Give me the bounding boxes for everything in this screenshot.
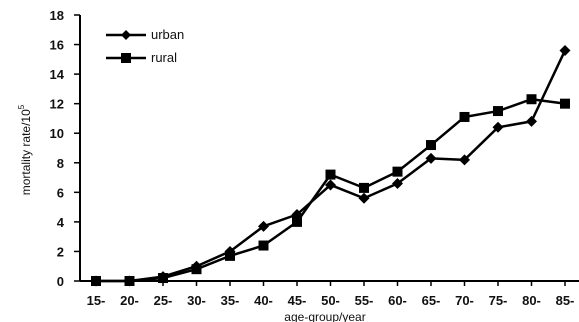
legend-item-rural: rural — [106, 50, 177, 65]
point-rural-9 — [392, 166, 403, 177]
point-rural-8 — [359, 182, 369, 193]
x-tick-label-11: 70- — [455, 293, 474, 308]
y-tick-label-9: 18 — [50, 8, 64, 23]
point-rural-10 — [426, 140, 436, 151]
point-rural-5 — [258, 240, 269, 251]
x-tick-label-3: 30- — [187, 293, 206, 308]
point-rural-7 — [325, 169, 336, 180]
legend-label-urban: urban — [151, 27, 184, 42]
legend-label-rural: rural — [151, 50, 177, 65]
point-rural-12 — [493, 106, 503, 117]
point-urban-13 — [526, 115, 537, 127]
point-urban-14 — [559, 44, 571, 56]
x-tick-label-10: 65- — [422, 293, 441, 308]
legend-marker-rural-square-icon — [121, 53, 131, 63]
point-urban-12 — [492, 121, 504, 133]
x-tick-label-7: 50- — [321, 293, 340, 308]
y-tick-label-1: 2 — [57, 244, 64, 259]
legend-marker-urban-diamond-icon — [121, 30, 131, 40]
x-tick-label-13: 80- — [522, 293, 541, 308]
point-urban-8 — [358, 192, 370, 204]
point-urban-5 — [258, 220, 269, 232]
legend: urban rural — [106, 27, 184, 65]
point-rural-2 — [158, 273, 168, 284]
point-rural-6 — [292, 216, 302, 227]
point-rural-13 — [526, 94, 537, 105]
x-axis-label: age-group/year — [284, 310, 365, 322]
y-tick-label-3: 6 — [57, 185, 64, 200]
x-ticks: 15- 20- 25- 30- 35- 40- 45- 50- 55- 60- 65- 70- 75- 8… — [87, 281, 575, 308]
point-rural-11 — [459, 111, 470, 122]
point-urban-10 — [425, 152, 437, 164]
x-tick-label-0: 15- — [87, 293, 106, 308]
y-ticks: 0 2 4 6 8 10 12 14 16 18 — [50, 8, 80, 289]
y-axis-label-main: mortality rate/10 — [19, 109, 33, 195]
series-line-urban — [96, 49, 567, 283]
point-rural-14 — [560, 98, 570, 109]
x-tick-label-12: 75- — [489, 293, 508, 308]
x-tick-label-5: 40- — [254, 293, 273, 308]
y-tick-label-5: 10 — [50, 126, 64, 141]
y-tick-label-8: 16 — [50, 38, 64, 53]
point-urban-11 — [459, 154, 470, 166]
x-tick-label-6: 45- — [288, 293, 307, 308]
y-tick-label-2: 4 — [57, 215, 65, 230]
y-axis-label-exponent: 5 — [17, 104, 26, 109]
x-tick-label-14: 85- — [556, 293, 575, 308]
series-layer — [90, 44, 571, 287]
y-tick-label-4: 8 — [57, 156, 64, 171]
point-rural-0 — [91, 276, 101, 286]
y-tick-label-6: 12 — [50, 97, 64, 112]
legend-item-urban: urban — [106, 27, 184, 42]
point-rural-3 — [191, 264, 202, 275]
y-tick-label-7: 14 — [50, 67, 65, 82]
y-tick-label-0: 0 — [57, 274, 64, 289]
x-tick-label-9: 60- — [388, 293, 407, 308]
x-tick-label-4: 35- — [221, 293, 240, 308]
y-axis-label: mortality rate/105 — [17, 104, 33, 195]
x-tick-label-8: 55- — [355, 293, 374, 308]
x-tick-label-2: 25- — [154, 293, 173, 308]
point-urban-9 — [392, 177, 403, 189]
point-rural-1 — [124, 276, 135, 286]
point-rural-4 — [225, 250, 235, 261]
x-tick-label-1: 20- — [120, 293, 139, 308]
point-urban-7 — [325, 179, 336, 191]
